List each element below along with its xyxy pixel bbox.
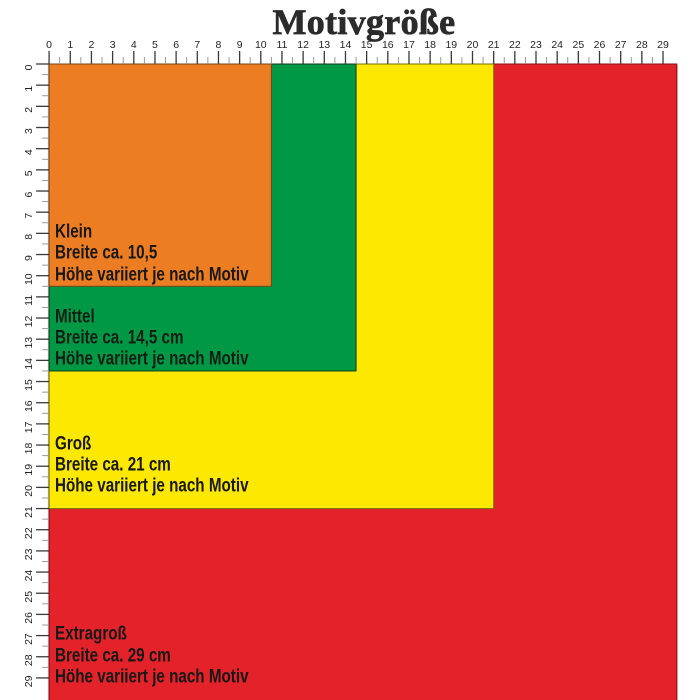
svg-text:8: 8 bbox=[23, 234, 35, 240]
svg-text:3: 3 bbox=[23, 128, 35, 134]
svg-text:22: 22 bbox=[23, 527, 35, 539]
svg-text:5: 5 bbox=[23, 170, 35, 176]
svg-text:7: 7 bbox=[23, 213, 35, 219]
svg-text:25: 25 bbox=[23, 591, 35, 603]
svg-text:14: 14 bbox=[23, 358, 35, 370]
svg-text:4: 4 bbox=[23, 149, 35, 155]
svg-text:13: 13 bbox=[23, 337, 35, 349]
svg-text:27: 27 bbox=[23, 633, 35, 645]
svg-text:21: 21 bbox=[23, 506, 35, 518]
svg-text:23: 23 bbox=[23, 548, 35, 560]
svg-text:26: 26 bbox=[23, 612, 35, 624]
svg-text:19: 19 bbox=[23, 464, 35, 476]
svg-text:16: 16 bbox=[23, 400, 35, 412]
svg-text:1: 1 bbox=[23, 86, 35, 92]
svg-text:15: 15 bbox=[23, 379, 35, 391]
svg-text:18: 18 bbox=[23, 443, 35, 455]
svg-text:24: 24 bbox=[23, 570, 35, 582]
svg-text:17: 17 bbox=[23, 421, 35, 433]
svg-text:2: 2 bbox=[23, 107, 35, 113]
svg-text:6: 6 bbox=[23, 191, 35, 197]
svg-text:29: 29 bbox=[23, 675, 35, 687]
svg-text:20: 20 bbox=[23, 485, 35, 497]
svg-text:9: 9 bbox=[23, 255, 35, 261]
svg-text:10: 10 bbox=[23, 273, 35, 285]
svg-text:12: 12 bbox=[23, 316, 35, 328]
svg-text:11: 11 bbox=[23, 295, 35, 306]
svg-text:28: 28 bbox=[23, 654, 35, 666]
svg-text:0: 0 bbox=[23, 64, 35, 70]
